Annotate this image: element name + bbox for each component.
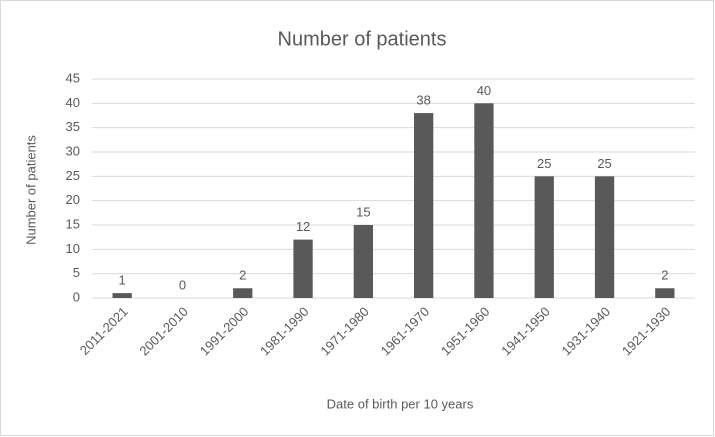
y-tick-label: 35 xyxy=(66,119,80,134)
bar xyxy=(293,239,313,298)
y-tick-label: 10 xyxy=(66,241,80,256)
data-label: 15 xyxy=(356,204,370,219)
y-axis-label: Number of patients xyxy=(23,135,38,245)
data-label: 2 xyxy=(239,268,246,283)
bar xyxy=(233,288,253,298)
bar xyxy=(353,225,373,298)
data-label: 25 xyxy=(537,156,551,171)
y-tick-label: 40 xyxy=(66,95,80,110)
data-label: 25 xyxy=(597,156,611,171)
y-tick-label: 25 xyxy=(66,168,80,183)
bar xyxy=(112,293,132,298)
data-label: 38 xyxy=(416,93,430,108)
bar xyxy=(594,176,615,298)
data-label: 2 xyxy=(661,268,668,283)
y-tick-label: 5 xyxy=(73,265,80,280)
data-label: 40 xyxy=(477,83,491,98)
y-tick-label: 45 xyxy=(66,70,80,85)
bar xyxy=(474,103,494,298)
bar xyxy=(414,113,434,298)
y-tick-label: 20 xyxy=(66,192,80,207)
y-tick-label: 0 xyxy=(73,289,80,304)
y-tick-label: 30 xyxy=(66,143,80,158)
data-label: 1 xyxy=(119,273,126,288)
y-tick-label: 15 xyxy=(66,216,80,231)
bar xyxy=(534,176,554,298)
x-axis-label: Date of birth per 10 years xyxy=(327,396,474,411)
data-label: 0 xyxy=(179,277,186,292)
data-label: 12 xyxy=(296,219,310,234)
bar xyxy=(655,288,675,298)
chart-title: Number of patients xyxy=(278,28,447,50)
